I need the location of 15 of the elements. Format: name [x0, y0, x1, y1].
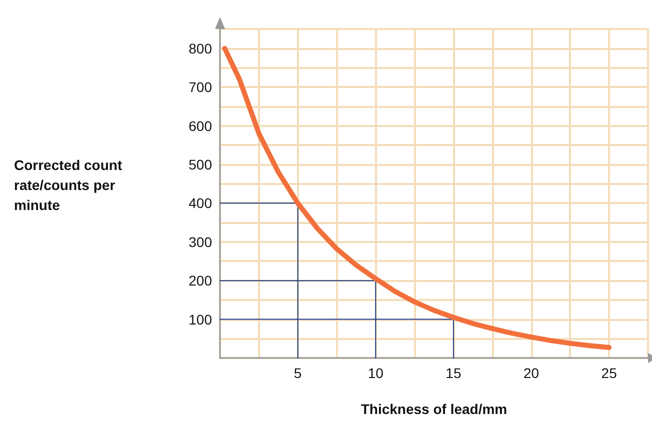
- y-tick-label: 200: [188, 272, 212, 289]
- x-tick-label: 10: [368, 365, 384, 381]
- y-tick-label: 500: [188, 156, 212, 172]
- y-tick-label: 800: [188, 40, 212, 56]
- y-tick-label: 400: [188, 195, 212, 212]
- y-tick-label: 600: [188, 118, 212, 134]
- y-tick-label: 300: [188, 234, 212, 250]
- y-axis-title: Corrected count rate/counts per minute: [14, 157, 126, 213]
- x-axis-title: Thickness of lead/mm: [360, 401, 508, 417]
- x-tick-label: 15: [446, 365, 462, 381]
- x-tick-label: 20: [523, 365, 540, 381]
- y-tick-label: 700: [188, 79, 212, 96]
- y-tick-label: 100: [188, 311, 212, 328]
- x-tick-label: 5: [294, 365, 302, 381]
- x-tick-label: 25: [601, 365, 618, 381]
